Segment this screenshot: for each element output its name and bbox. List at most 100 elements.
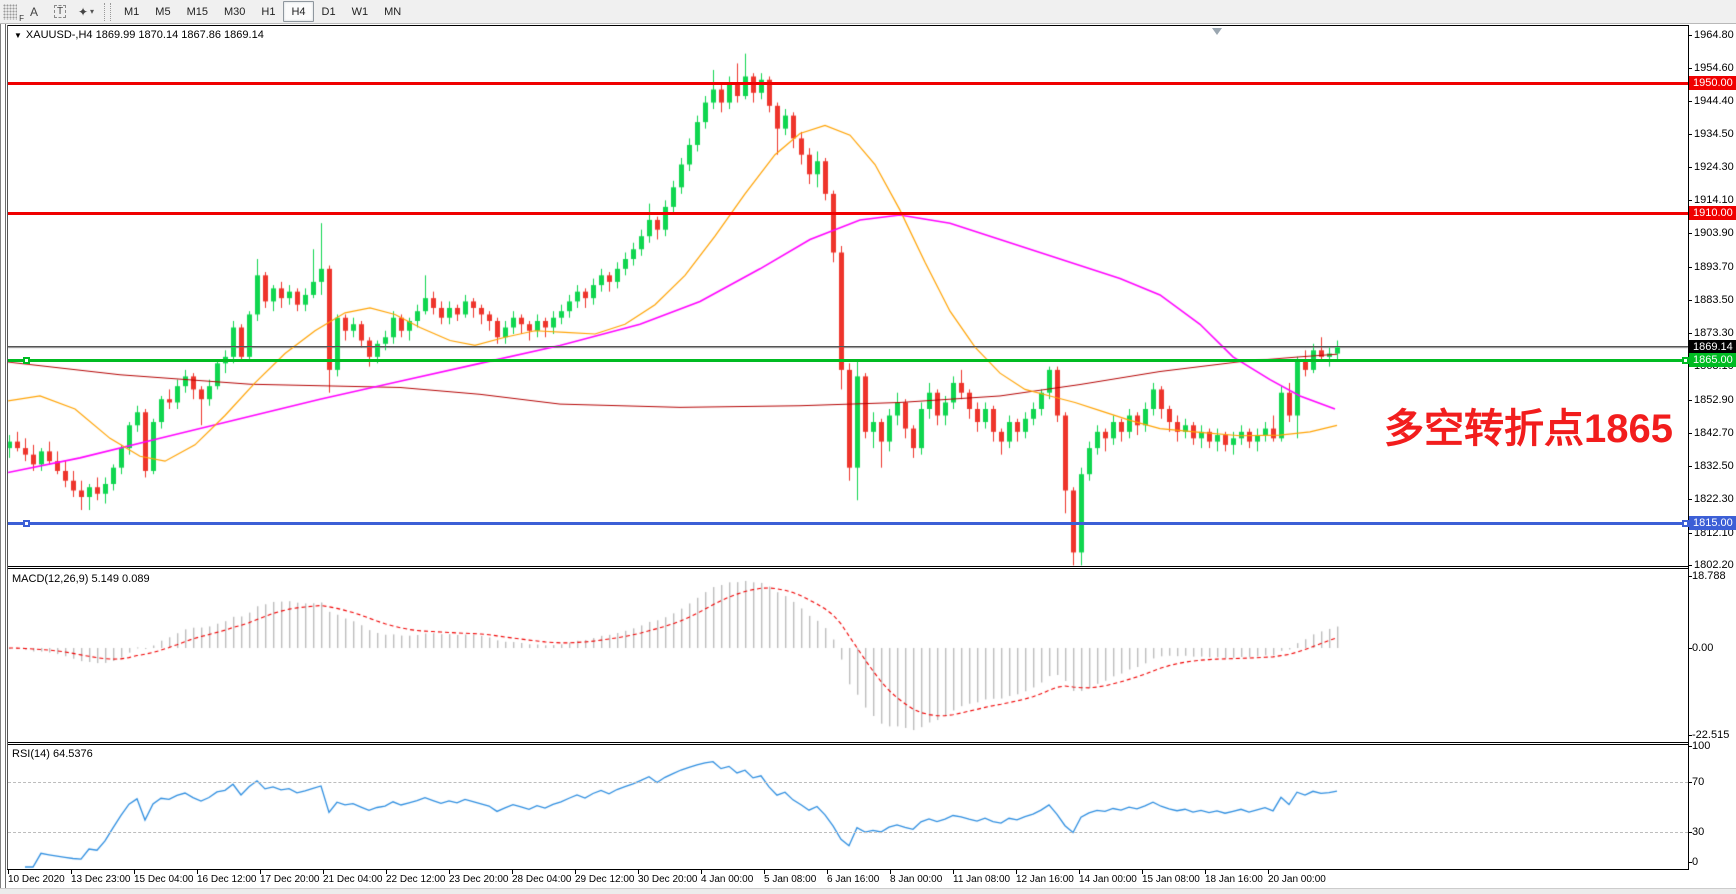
timeframe-button-m30[interactable]: M30 [223, 5, 246, 18]
date-tick-label: 6 Jan 16:00 [827, 874, 880, 885]
pivot-1865-handle-left[interactable] [23, 356, 30, 364]
rsi-scale-tick [1688, 832, 1692, 833]
rsi-scale-tick [1688, 782, 1692, 783]
date-tick-label: 28 Dec 04:00 [512, 874, 572, 885]
date-tick-mark [701, 869, 702, 874]
timeframe-button-w1[interactable]: W1 [351, 5, 369, 18]
price-tick-label: 1924.30 [1694, 161, 1734, 173]
rsi-scale-label: 0 [1692, 856, 1699, 868]
objects-tool-icon[interactable]: ✦ ▾ [77, 4, 95, 19]
date-tick-mark [890, 869, 891, 874]
date-tick-mark [449, 869, 450, 874]
pivot-1865-handle-right[interactable] [1682, 356, 1689, 364]
macd-scale-label: 0.00 [1692, 642, 1714, 654]
date-tick-label: 15 Jan 08:00 [1142, 874, 1200, 885]
price-tick-mark [1688, 233, 1692, 234]
current-price-line[interactable] [8, 346, 1688, 348]
macd-pane-bottom-border[interactable] [7, 742, 1689, 743]
date-tick-mark [512, 869, 513, 874]
date-tick-mark [1016, 869, 1017, 874]
date-tick-label: 21 Dec 04:00 [323, 874, 383, 885]
timeframe-button-m1[interactable]: M1 [124, 5, 140, 18]
price-tick-mark [1688, 433, 1692, 434]
timeframe-button-h1[interactable]: H1 [261, 5, 276, 18]
date-tick-mark [71, 869, 72, 874]
timeframe-button-mn[interactable]: MN [384, 5, 402, 18]
resistance-1950-line[interactable] [8, 81, 1688, 85]
support-1815-handle-right[interactable] [1682, 519, 1689, 527]
price-tick-label: 1883.50 [1694, 294, 1734, 306]
date-tick-mark [1079, 869, 1080, 874]
date-tick-mark [1205, 869, 1206, 874]
price-tick-mark [1688, 101, 1692, 102]
date-tick-label: 17 Dec 20:00 [260, 874, 320, 885]
timeframe-button-m15[interactable]: M15 [186, 5, 208, 18]
chevron-down-icon: ▾ [90, 7, 95, 16]
date-tick-mark [323, 869, 324, 874]
date-tick-mark [638, 869, 639, 874]
current-price-badge: 1869.14 [1689, 340, 1736, 354]
main-pane-bottom-border[interactable] [7, 566, 1689, 567]
date-tick-label: 18 Jan 16:00 [1205, 874, 1263, 885]
rsi-pane-top-border[interactable] [7, 744, 1689, 745]
price-tick-mark [1688, 466, 1692, 467]
toolbar-grip-f-icon[interactable]: F [3, 3, 24, 23]
date-tick-mark [1142, 869, 1143, 874]
pivot-1865-line[interactable] [8, 358, 1688, 362]
rsi-pane-bottom-border [7, 869, 1689, 870]
date-tick-label: 16 Dec 12:00 [197, 874, 257, 885]
toolbar-separator [104, 2, 111, 21]
text-label-icon[interactable]: A [29, 4, 38, 19]
date-tick-mark [953, 869, 954, 874]
rsi-level-30 [8, 832, 1688, 833]
timeframe-button-d1[interactable]: D1 [321, 5, 336, 18]
chart-shift-marker-icon[interactable] [1212, 28, 1222, 35]
date-tick-label: 13 Dec 23:00 [71, 874, 131, 885]
price-tick-label: 1873.30 [1694, 327, 1734, 339]
price-tick-label: 1944.40 [1694, 95, 1734, 107]
price-tick-label: 1832.50 [1694, 460, 1734, 472]
date-tick-label: 23 Dec 20:00 [449, 874, 509, 885]
resistance-1910-badge: 1910.00 [1689, 206, 1736, 220]
main-pane-top-border [7, 25, 1689, 26]
chart-title-text: XAUUSD-,H4 1869.99 1870.14 1867.86 1869.… [25, 29, 264, 41]
support-1815-handle-left[interactable] [23, 519, 30, 527]
macd-scale-tick [1688, 576, 1692, 577]
macd-label: MACD(12,26,9) 5.149 0.089 [12, 573, 150, 585]
date-tick-mark [197, 869, 198, 874]
price-tick-mark [1688, 200, 1692, 201]
macd-pane-top-border[interactable] [7, 568, 1689, 569]
rsi-scale-tick [1688, 862, 1692, 863]
timeframe-button-m5[interactable]: M5 [155, 5, 171, 18]
price-tick-mark [1688, 167, 1692, 168]
price-tick-label: 1842.70 [1694, 427, 1734, 439]
price-axis-line[interactable] [1688, 25, 1689, 870]
rsi-scale-tick [1688, 746, 1692, 747]
macd-scale-tick [1688, 735, 1692, 736]
date-tick-mark [386, 869, 387, 874]
price-tick-mark [1688, 300, 1692, 301]
price-tick-label: 1822.30 [1694, 493, 1734, 505]
price-tick-mark [1688, 333, 1692, 334]
resistance-1910-line[interactable] [8, 211, 1688, 215]
collapse-icon[interactable]: ▼ [14, 31, 22, 40]
date-tick-label: 15 Dec 04:00 [134, 874, 194, 885]
date-tick-label: 22 Dec 12:00 [386, 874, 446, 885]
date-tick-mark [827, 869, 828, 874]
text-box-icon[interactable]: T [48, 2, 72, 21]
rsi-scale-label: 70 [1692, 776, 1705, 788]
timeframe-buttons: M1 M5 M15 M30 H1 H4 D1 W1 MN [116, 1, 409, 22]
date-tick-label: 5 Jan 08:00 [764, 874, 817, 885]
support-1815-line[interactable] [8, 521, 1688, 525]
annotation-text[interactable]: 多空转折点1865 [1384, 407, 1673, 451]
price-tick-label: 1934.50 [1694, 128, 1734, 140]
chart-title: ▼ XAUUSD-,H4 1869.99 1870.14 1867.86 1869… [14, 29, 264, 41]
resistance-1950-badge: 1950.00 [1689, 76, 1736, 90]
date-tick-mark [575, 869, 576, 874]
date-tick-label: 8 Jan 00:00 [890, 874, 943, 885]
timeframe-button-h4[interactable]: H4 [283, 1, 314, 22]
window-border-left-inner [5, 24, 6, 893]
toolbar: F A T ✦ ▾ M1 M5 M15 M30 H1 H4 D1 W1 MN [0, 0, 1736, 24]
rsi-label: RSI(14) 64.5376 [12, 748, 93, 760]
